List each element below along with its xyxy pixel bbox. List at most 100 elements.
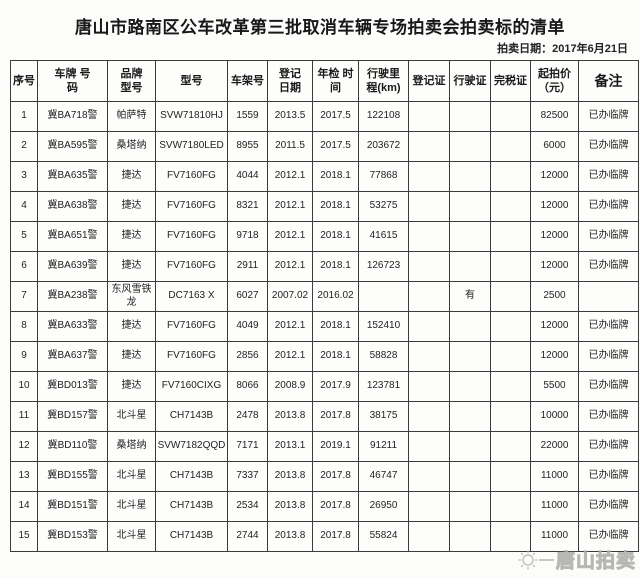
cell-inspection-date: 2018.1 bbox=[312, 221, 359, 252]
cell-brand: 捷达 bbox=[107, 251, 156, 282]
cell-driving-cert bbox=[449, 521, 491, 552]
cell-index: 6 bbox=[10, 251, 38, 282]
cell-plate: 冀BD157警 bbox=[37, 401, 108, 432]
cell-mileage: 58828 bbox=[358, 341, 409, 372]
cell-plate: 冀BA595警 bbox=[37, 131, 108, 162]
cell-tax-cert bbox=[490, 251, 531, 282]
cell-brand: 北斗星 bbox=[107, 401, 156, 432]
cell-brand: 东风雪铁龙 bbox=[107, 281, 156, 312]
table-row: 3 冀BA635警 捷达 FV7160FG 4044 2012.1 2018.1… bbox=[10, 161, 639, 192]
cell-tax-cert bbox=[490, 191, 531, 222]
cell-reg-date: 2012.1 bbox=[267, 221, 313, 252]
cell-plate: 冀BA635警 bbox=[37, 161, 108, 192]
col-header-vin: 车架号 bbox=[227, 60, 268, 102]
table-row: 8 冀BA633警 捷达 FV7160FG 4049 2012.1 2018.1… bbox=[10, 311, 639, 342]
cell-brand: 桑塔纳 bbox=[107, 431, 156, 462]
cell-mileage: 38175 bbox=[358, 401, 409, 432]
cell-reg-date: 2013.5 bbox=[267, 101, 313, 132]
cell-note: 已办临牌 bbox=[578, 221, 639, 252]
cell-mileage: 26950 bbox=[358, 491, 409, 522]
cell-start-price: 12000 bbox=[530, 191, 579, 222]
cell-tax-cert bbox=[490, 311, 531, 342]
cell-note: 已办临牌 bbox=[578, 521, 639, 552]
cell-start-price: 5500 bbox=[530, 371, 579, 402]
cell-model: CH7143B bbox=[155, 521, 228, 552]
cell-vin: 2911 bbox=[227, 251, 268, 282]
cell-vin: 4044 bbox=[227, 161, 268, 192]
cell-vin: 2856 bbox=[227, 341, 268, 372]
cell-reg-cert bbox=[408, 251, 450, 282]
table-row: 13 冀BD155警 北斗星 CH7143B 7337 2013.8 2017.… bbox=[10, 461, 639, 492]
cell-reg-cert bbox=[408, 461, 450, 492]
cell-inspection-date: 2017.8 bbox=[312, 491, 359, 522]
cell-mileage: 152410 bbox=[358, 311, 409, 342]
cell-reg-cert bbox=[408, 491, 450, 522]
cell-reg-date: 2012.1 bbox=[267, 251, 313, 282]
cell-reg-date: 2007.02 bbox=[267, 281, 313, 312]
cell-model: FV7160FG bbox=[155, 161, 228, 192]
cell-inspection-date: 2017.8 bbox=[312, 401, 359, 432]
cell-note: 已办临牌 bbox=[578, 401, 639, 432]
cell-tax-cert bbox=[490, 521, 531, 552]
col-header-inspection-date: 年检 时 间 bbox=[312, 60, 359, 102]
page-title: 唐山市路南区公车改革第三批取消车辆专场拍卖会拍卖标的清单 bbox=[75, 18, 565, 37]
cell-reg-date: 2013.8 bbox=[267, 521, 313, 552]
cell-reg-date: 2008.9 bbox=[267, 371, 313, 402]
cell-start-price: 12000 bbox=[530, 311, 579, 342]
sun-logo-icon bbox=[518, 550, 538, 570]
cell-vin: 7171 bbox=[227, 431, 268, 462]
cell-start-price: 82500 bbox=[530, 101, 579, 132]
cell-inspection-date: 2017.5 bbox=[312, 131, 359, 162]
cell-reg-cert bbox=[408, 371, 450, 402]
cell-model: FV7160CIXG bbox=[155, 371, 228, 402]
cell-plate: 冀BD153警 bbox=[37, 521, 108, 552]
cell-model: FV7160FG bbox=[155, 341, 228, 372]
cell-reg-cert bbox=[408, 341, 450, 372]
cell-plate: 冀BA637警 bbox=[37, 341, 108, 372]
cell-mileage: 91211 bbox=[358, 431, 409, 462]
cell-note: 已办临牌 bbox=[578, 371, 639, 402]
cell-brand: 捷达 bbox=[107, 311, 156, 342]
cell-reg-date: 2013.8 bbox=[267, 461, 313, 492]
cell-index: 13 bbox=[10, 461, 38, 492]
cell-reg-cert bbox=[408, 131, 450, 162]
cell-brand: 捷达 bbox=[107, 191, 156, 222]
cell-driving-cert bbox=[449, 101, 491, 132]
cell-driving-cert bbox=[449, 161, 491, 192]
cell-start-price: 12000 bbox=[530, 251, 579, 282]
cell-reg-cert bbox=[408, 101, 450, 132]
cell-vin: 2534 bbox=[227, 491, 268, 522]
auction-date: 拍卖日期：2017年6月21日 bbox=[497, 43, 628, 55]
cell-start-price: 11000 bbox=[530, 491, 579, 522]
cell-tax-cert bbox=[490, 401, 531, 432]
cell-model: SVW71810HJ bbox=[155, 101, 228, 132]
table-row: 12 冀BD110警 桑塔纳 SVW7182QQD 7171 2013.1 20… bbox=[10, 431, 639, 462]
header-row: 序号 车牌 号 码 品牌 型号 型号 车架号 登记 日期 年检 时 间 行驶里 … bbox=[10, 60, 639, 102]
cell-inspection-date: 2018.1 bbox=[312, 251, 359, 282]
col-header-start-price: 起拍价 （元） bbox=[530, 60, 579, 102]
cell-index: 8 bbox=[10, 311, 38, 342]
cell-plate: 冀BA633警 bbox=[37, 311, 108, 342]
cell-inspection-date: 2017.8 bbox=[312, 461, 359, 492]
cell-index: 2 bbox=[10, 131, 38, 162]
cell-vin: 6027 bbox=[227, 281, 268, 312]
cell-tax-cert bbox=[490, 371, 531, 402]
cell-mileage: 126723 bbox=[358, 251, 409, 282]
table-row: 15 冀BD153警 北斗星 CH7143B 2744 2013.8 2017.… bbox=[10, 521, 639, 552]
cell-mileage: 77868 bbox=[358, 161, 409, 192]
col-header-note: 备注 bbox=[578, 60, 639, 102]
cell-reg-cert bbox=[408, 311, 450, 342]
cell-tax-cert bbox=[490, 341, 531, 372]
cell-plate: 冀BA238警 bbox=[37, 281, 108, 312]
cell-driving-cert bbox=[449, 491, 491, 522]
cell-note: 已办临牌 bbox=[578, 191, 639, 222]
cell-model: CH7143B bbox=[155, 491, 228, 522]
cell-start-price: 11000 bbox=[530, 521, 579, 552]
cell-reg-cert bbox=[408, 191, 450, 222]
cell-note: 已办临牌 bbox=[578, 311, 639, 342]
cell-vin: 4049 bbox=[227, 311, 268, 342]
cell-brand: 北斗星 bbox=[107, 461, 156, 492]
cell-reg-date: 2011.5 bbox=[267, 131, 313, 162]
cell-start-price: 12000 bbox=[530, 221, 579, 252]
cell-plate: 冀BA718警 bbox=[37, 101, 108, 132]
